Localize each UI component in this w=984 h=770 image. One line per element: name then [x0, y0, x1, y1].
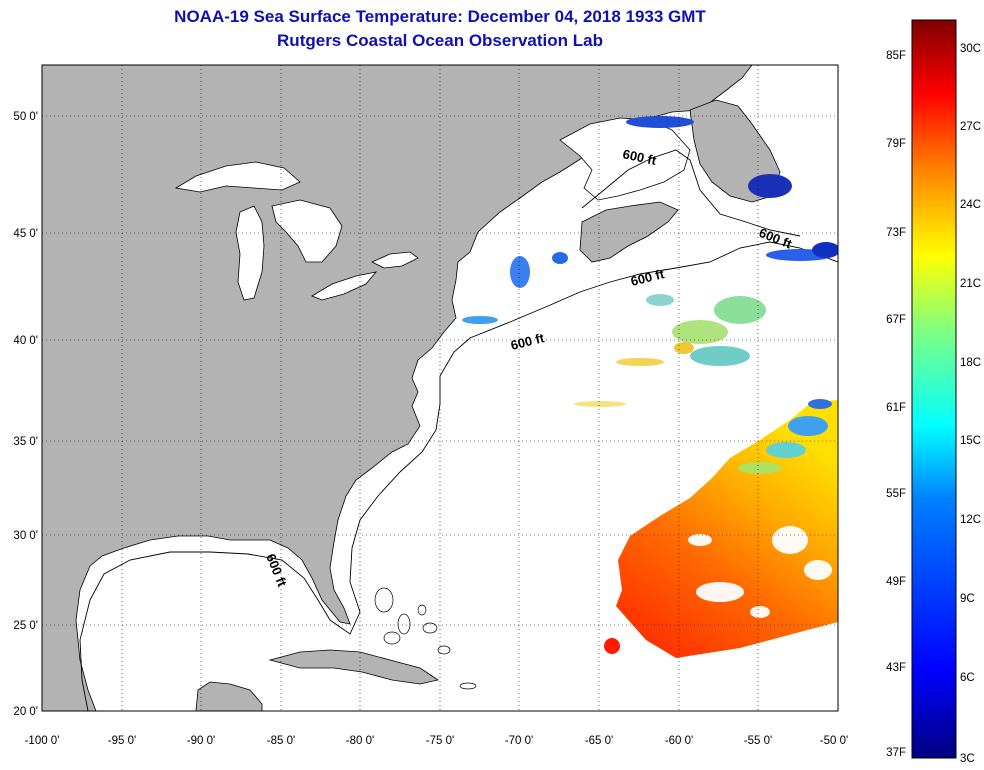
lon-tick-label: -65 0' — [585, 735, 613, 747]
f-label: 79F — [886, 138, 906, 150]
lat-tick-label: 30 0' — [13, 530, 38, 542]
c-label: 12C — [960, 514, 981, 526]
lake-huron — [271, 199, 343, 263]
land-cuba — [268, 649, 440, 685]
c-label: 30C — [960, 43, 981, 55]
lon-tick-label: -90 0' — [187, 735, 215, 747]
c-label: 15C — [960, 435, 981, 447]
isobath-600ft-gulf-stl — [581, 149, 801, 237]
colorbar — [911, 19, 957, 759]
lon-tick-label: -95 0' — [108, 735, 136, 747]
lon-tick-label: -55 0' — [744, 735, 772, 747]
land-nova-scotia — [579, 201, 679, 263]
c-label: 6C — [960, 672, 975, 684]
f-label: 37F — [886, 747, 906, 759]
lat-tick-label: 50 0' — [13, 111, 38, 123]
lon-tick-label: -70 0' — [505, 735, 533, 747]
lon-axis: -100 0' -95 0' -90 0' -85 0' -80 0' -75 … — [25, 735, 849, 747]
f-label: 43F — [886, 662, 906, 674]
isobath-600ft — [79, 241, 838, 711]
f-label: 67F — [886, 314, 906, 326]
f-label: 73F — [886, 227, 906, 239]
lat-axis: 50 0' 45 0' 40 0' 35 0' 30 0' 25 0' 20 0… — [13, 111, 38, 718]
sst-cool-north — [462, 116, 838, 324]
isobath-label: 600 ft — [621, 146, 658, 168]
lake-michigan — [235, 205, 265, 301]
c-label: 27C — [960, 121, 981, 133]
f-label: 49F — [886, 576, 906, 588]
f-label: 55F — [886, 488, 906, 500]
gulf-st-lawrence — [559, 117, 691, 201]
c-label: 24C — [960, 199, 981, 211]
sst-warm-south — [616, 400, 838, 658]
cloud-gaps — [688, 526, 832, 618]
colorbar-celsius-labels: 30C 27C 24C 21C 18C 15C 12C 9C 6C 3C — [960, 43, 981, 765]
lake-superior — [174, 161, 301, 193]
land-north-america — [42, 65, 753, 711]
lat-tick-label: 25 0' — [13, 620, 38, 632]
lat-tick-label: 40 0' — [13, 335, 38, 347]
f-label: 85F — [886, 50, 906, 62]
bahamas-islands — [374, 587, 477, 690]
lake-ontario — [371, 251, 419, 269]
f-label: 61F — [886, 402, 906, 414]
lon-tick-label: -75 0' — [426, 735, 454, 747]
map-title: NOAA-19 Sea Surface Temperature: Decembe… — [174, 7, 706, 26]
lake-erie — [311, 271, 378, 301]
lon-tick-label: -80 0' — [346, 735, 374, 747]
lon-tick-label: -100 0' — [25, 735, 60, 747]
c-label: 21C — [960, 278, 981, 290]
sst-cool-patches-south — [604, 399, 832, 654]
lat-tick-label: 45 0' — [13, 228, 38, 240]
c-label: 9C — [960, 593, 975, 605]
colorbar-fahrenheit-labels: 85F 79F 73F 67F 61F 55F 49F 43F 37F — [886, 50, 906, 759]
lon-tick-label: -50 0' — [820, 735, 848, 747]
lon-tick-label: -85 0' — [267, 735, 295, 747]
c-label: 3C — [960, 753, 975, 765]
map-subtitle: Rutgers Coastal Ocean Observation Lab — [277, 31, 603, 50]
graticule — [42, 65, 838, 711]
lat-tick-label: 35 0' — [13, 436, 38, 448]
lat-tick-label: 20 0' — [13, 706, 38, 718]
c-label: 18C — [960, 357, 981, 369]
land-yucatan — [195, 681, 263, 711]
lon-tick-label: -60 0' — [665, 735, 693, 747]
sst-mid-atlantic — [574, 294, 766, 407]
